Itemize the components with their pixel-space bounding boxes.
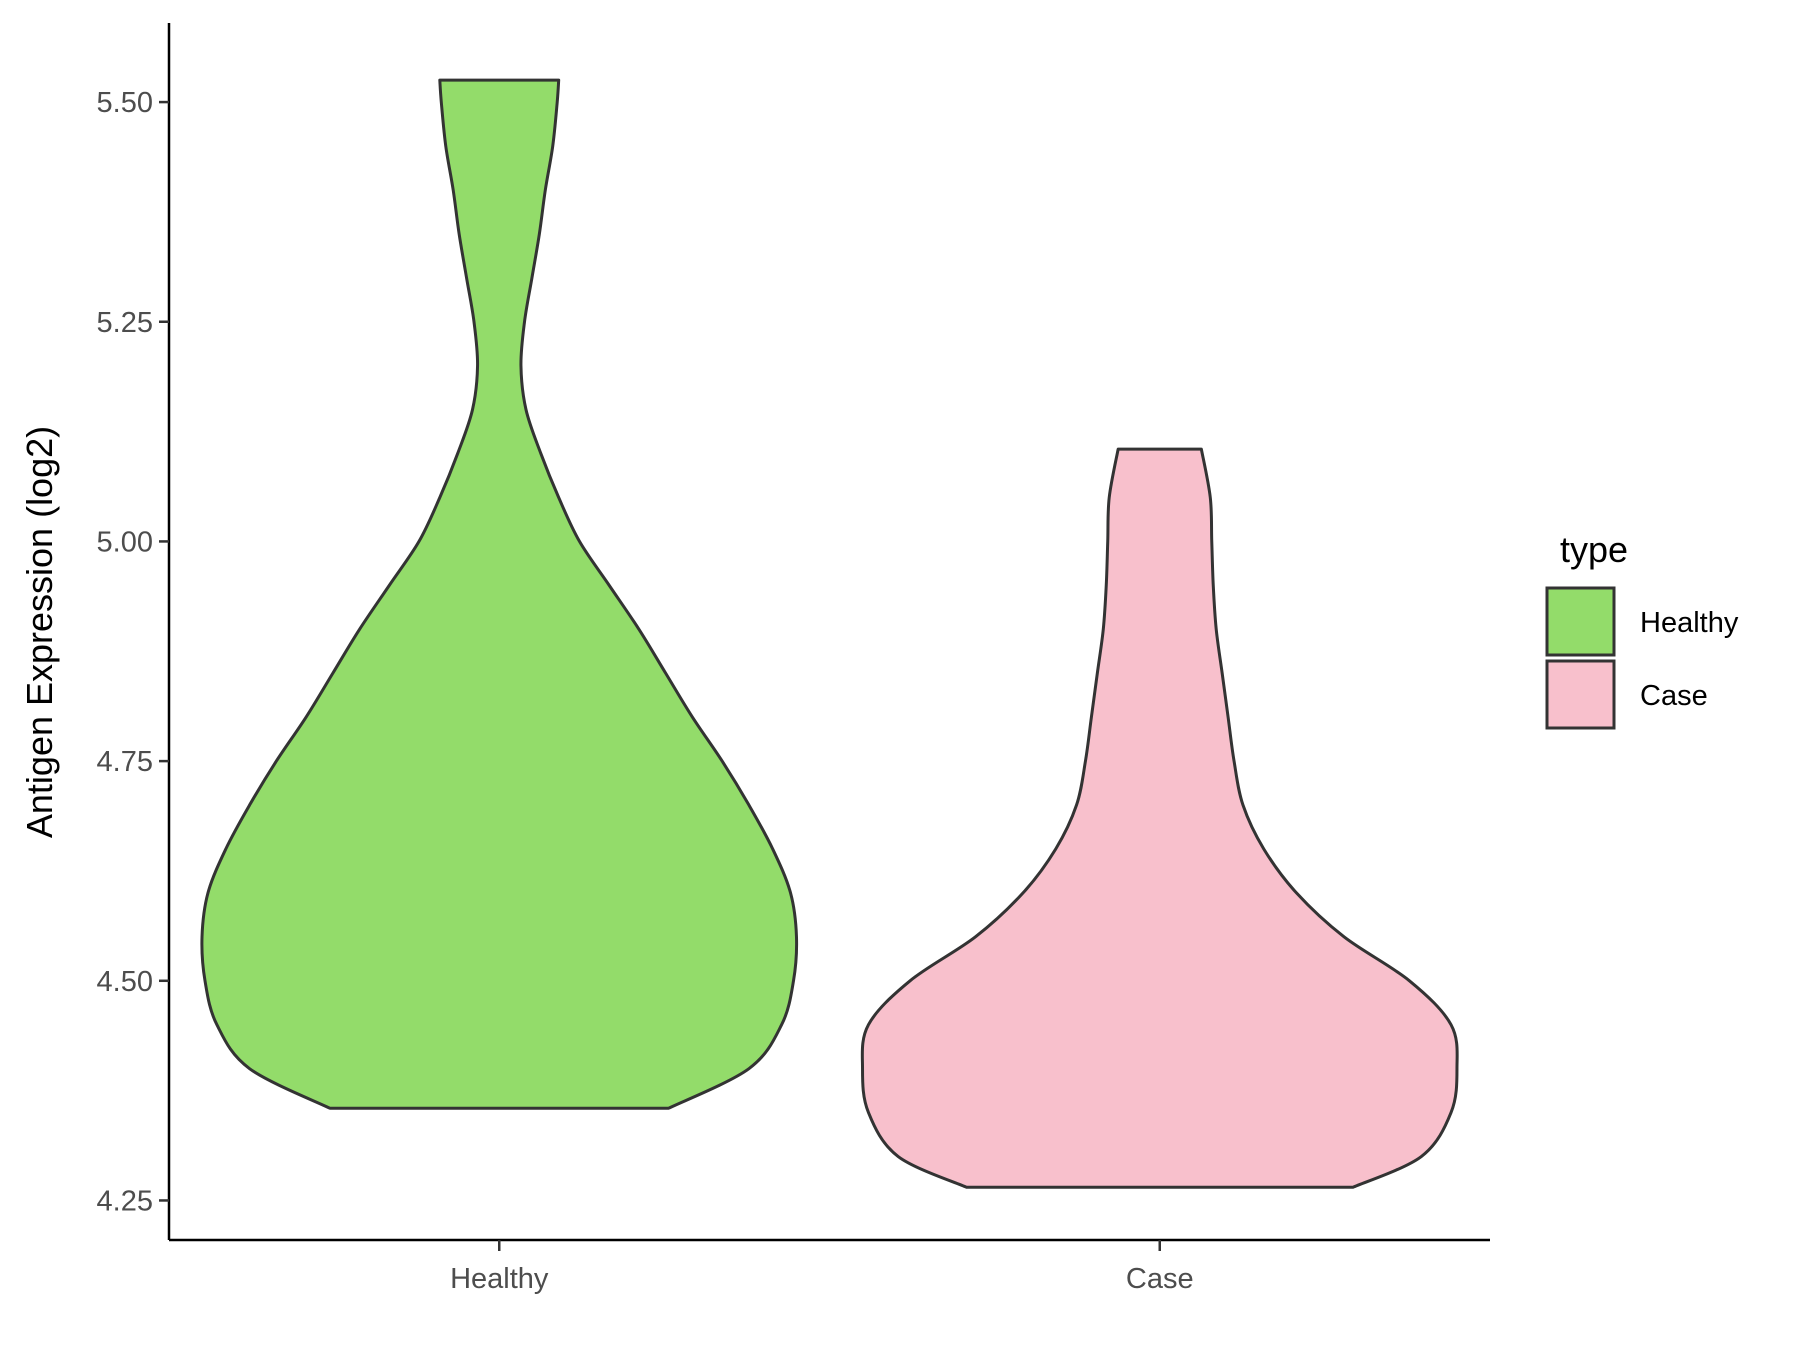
legend-title: type [1560, 529, 1628, 570]
y-ticks: 4.25 4.50 4.75 5.00 5.25 5.50 [97, 87, 169, 1217]
y-axis: 4.25 4.50 4.75 5.00 5.25 5.50 [97, 23, 171, 1240]
legend-label-healthy: Healthy [1640, 607, 1739, 639]
legend: type Healthy Case [1545, 529, 1739, 730]
y-tick-label: 5.25 [97, 307, 153, 339]
legend-swatch-healthy [1545, 586, 1616, 657]
y-tick-label: 5.50 [97, 87, 153, 119]
violins [200, 78, 1459, 1189]
legend-swatch-case [1545, 659, 1616, 730]
y-tick-label: 5.00 [97, 526, 153, 558]
y-tick-label: 4.25 [97, 1185, 153, 1217]
x-axis: Healthy Case [169, 1238, 1490, 1295]
y-axis-title: Antigen Expression (log2) [19, 426, 60, 838]
x-tick-label: Healthy [450, 1263, 549, 1295]
legend-items: Healthy Case [1545, 586, 1739, 730]
y-tick-label: 4.50 [97, 966, 153, 998]
x-ticks: Healthy Case [450, 1240, 1194, 1295]
violin-case [860, 447, 1459, 1189]
violin-healthy [200, 78, 799, 1110]
x-tick-label: Case [1126, 1263, 1194, 1295]
y-tick-label: 4.75 [97, 746, 153, 778]
legend-label-case: Case [1640, 680, 1708, 712]
